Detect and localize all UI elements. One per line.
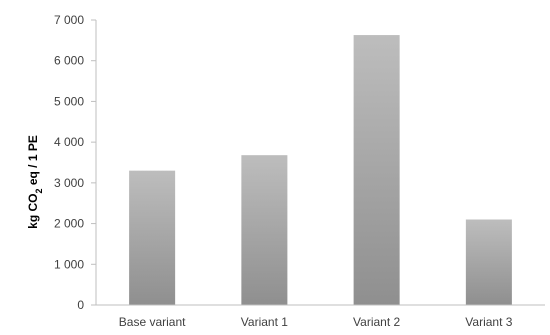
x-tick-label: Variant 3 [465,315,512,329]
x-tick-label: Base variant [119,315,186,329]
bar [353,35,400,306]
y-tick-label: 7 000 [54,13,84,27]
y-axis-ticks: 0 1 000 2 000 3 000 4 000 5 000 6 000 7 000 [54,13,96,312]
y-axis-label-sub: 2 [34,189,44,194]
y-tick-label: 1 000 [54,257,84,271]
y-axis-label-pre: kg CO [26,194,40,229]
bar [129,170,176,305]
y-tick-label: 0 [77,298,84,312]
y-tick-label: 6 000 [54,54,84,68]
y-axis-label-post: eq / 1 PE [26,135,40,188]
x-axis-labels: Base variant Variant 1 Variant 2 Variant 3 [119,315,513,329]
y-tick-label: 3 000 [54,176,84,190]
x-tick-label: Variant 2 [353,315,400,329]
y-tick-label: 2 000 [54,217,84,231]
bar [465,219,512,305]
y-tick-label: 4 000 [54,135,84,149]
y-tick-label: 5 000 [54,94,84,108]
y-axis-label: kg CO2 eq / 1 PE [26,135,44,229]
bar [241,155,288,305]
x-tick-label: Variant 1 [241,315,288,329]
bars [129,35,512,306]
